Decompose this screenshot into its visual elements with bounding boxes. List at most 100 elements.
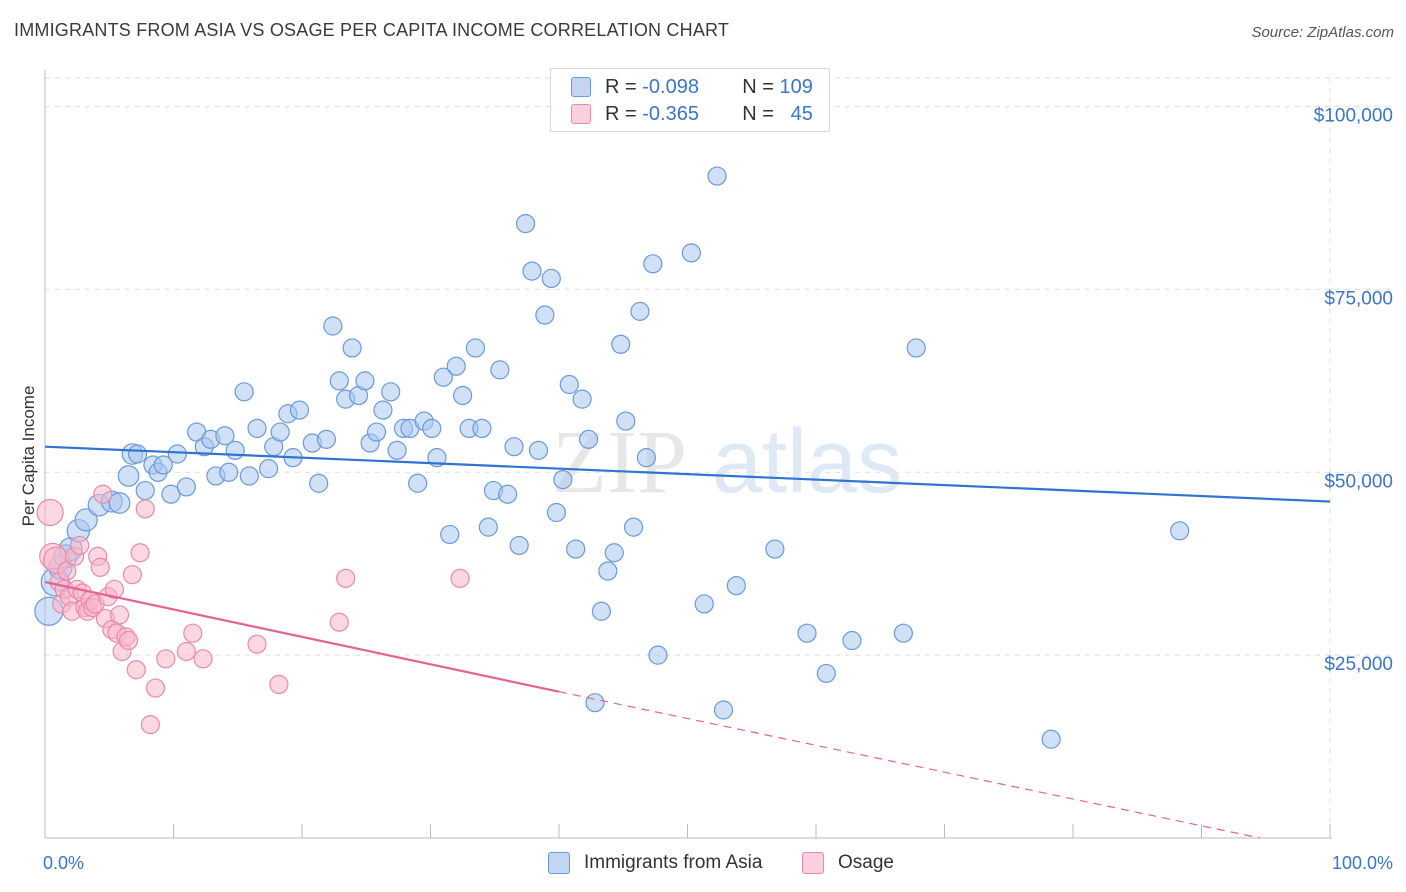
source-label: Source: ZipAtlas.com xyxy=(1251,24,1394,41)
asia-point xyxy=(648,645,668,665)
legend-label: Osage xyxy=(838,852,894,873)
asia-point xyxy=(355,371,375,391)
asia-point xyxy=(643,254,663,274)
asia-point xyxy=(135,480,155,501)
asia-point xyxy=(74,508,98,532)
asia-point xyxy=(323,316,343,336)
asia-point xyxy=(239,466,259,486)
osage-point xyxy=(140,715,160,735)
asia-point xyxy=(478,517,498,537)
osage-point xyxy=(269,674,289,695)
asia-point xyxy=(616,411,636,431)
osage-point xyxy=(36,498,64,527)
asia-point xyxy=(422,418,442,438)
osage-point xyxy=(93,484,113,504)
osage-point xyxy=(126,660,146,680)
axes xyxy=(44,70,1332,839)
asia-point xyxy=(108,492,131,514)
osage-point xyxy=(145,678,166,698)
osage-swatch xyxy=(571,104,591,124)
asia-point xyxy=(566,539,586,559)
osage-point xyxy=(122,565,142,585)
stats-legend: R = -0.098 N = 109 R = -0.365 N = 45 xyxy=(550,68,830,132)
asia-swatch xyxy=(571,77,591,97)
osage-point xyxy=(135,499,155,519)
osage-point xyxy=(156,649,176,669)
asia-point xyxy=(604,543,624,563)
asia-point xyxy=(893,623,913,643)
osage-point xyxy=(247,634,267,654)
asia-point xyxy=(611,334,631,354)
asia-point xyxy=(797,623,817,643)
asia-point xyxy=(247,418,267,438)
asia-point xyxy=(504,437,524,457)
osage-trend-extension xyxy=(558,691,1261,839)
asia-point xyxy=(127,444,148,464)
y-axis-label: Per Capita Income xyxy=(19,386,38,527)
asia-point xyxy=(225,440,245,460)
asia-point xyxy=(153,455,173,475)
osage-point xyxy=(130,543,150,563)
osage-point xyxy=(336,568,356,588)
asia-point xyxy=(440,524,460,545)
asia-point xyxy=(1170,521,1190,541)
r-value: -0.365 xyxy=(642,102,699,125)
watermark: ZIP atlas xyxy=(552,412,902,512)
r-label: R = xyxy=(605,102,637,125)
asia-point xyxy=(373,400,393,420)
asia-point xyxy=(578,429,599,449)
asia-point xyxy=(289,400,310,420)
data-points xyxy=(34,166,1190,749)
asia-point xyxy=(816,663,836,684)
asia-point xyxy=(329,371,349,391)
asia-point xyxy=(446,356,466,376)
osage-point xyxy=(90,557,110,577)
asia-point xyxy=(258,459,279,479)
osage-trend-line xyxy=(44,580,560,693)
asia-point xyxy=(117,465,140,487)
asia-point xyxy=(167,444,187,464)
osage-point xyxy=(109,605,130,625)
y-tick-label: $100,000 xyxy=(1314,106,1393,127)
asia-point xyxy=(408,473,428,493)
asia-point xyxy=(515,214,536,234)
asia-point xyxy=(219,462,239,482)
trend-lines xyxy=(44,445,1331,839)
asia-point xyxy=(726,576,746,596)
osage-point xyxy=(176,641,196,662)
asia-point xyxy=(707,166,727,186)
tick-labels: $25,000 $50,000 $75,000 $100,000 0.0% 100.0% xyxy=(43,106,1393,873)
asia-point xyxy=(270,422,290,442)
asia-point xyxy=(433,367,453,387)
asia-point xyxy=(541,268,561,289)
asia-point xyxy=(453,385,473,406)
chart-title: IMMIGRANTS FROM ASIA VS OSAGE PER CAPITA… xyxy=(14,20,730,40)
n-value: 45 xyxy=(790,102,813,125)
series-legend: Immigrants from Asia Osage xyxy=(0,852,1406,878)
asia-point xyxy=(765,539,785,559)
osage-legend-swatch xyxy=(802,852,824,874)
asia-point xyxy=(342,338,362,358)
asia-point xyxy=(234,382,254,402)
asia-point xyxy=(176,477,196,497)
asia-point xyxy=(585,693,605,713)
stats-row-asia: R = -0.098 N = 109 xyxy=(571,74,813,100)
legend-label: Immigrants from Asia xyxy=(584,852,763,873)
asia-trend-line xyxy=(44,445,1331,503)
asia-point xyxy=(713,700,734,720)
asia-point xyxy=(528,440,549,460)
legend-item-osage[interactable]: Osage xyxy=(802,852,894,874)
asia-point xyxy=(546,502,567,523)
x-tick-label: 100.0% xyxy=(1332,853,1393,873)
asia-point xyxy=(623,517,644,537)
stats-row-osage: R = -0.365 N = 45 xyxy=(571,101,813,127)
legend-item-asia[interactable]: Immigrants from Asia xyxy=(548,852,762,874)
asia-point xyxy=(498,484,518,504)
asia-point xyxy=(161,484,181,504)
asia-point xyxy=(1041,729,1061,749)
asia-point xyxy=(694,594,714,614)
asia-point xyxy=(490,360,510,380)
osage-point xyxy=(329,612,349,632)
x-tick-label: 0.0% xyxy=(43,853,84,873)
